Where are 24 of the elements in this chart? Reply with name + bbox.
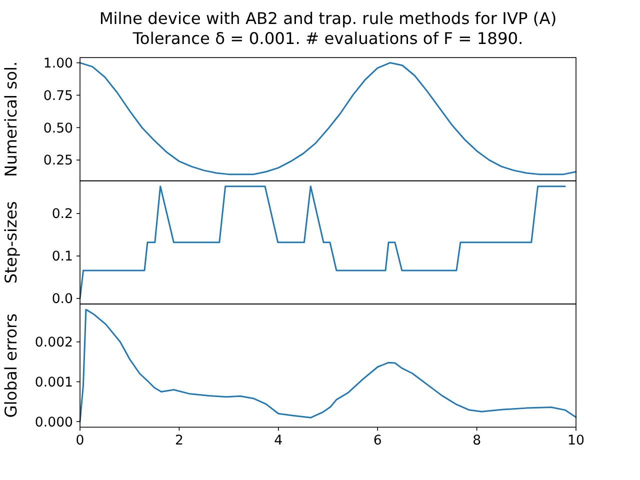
x-tick-label: 6 xyxy=(373,433,382,448)
x-tick-label: 0 xyxy=(76,433,84,448)
y-tick-label: 0.0 xyxy=(52,292,73,308)
y-tick-label: 0.50 xyxy=(43,121,73,136)
y-axis-title: Step-sizes xyxy=(2,201,20,284)
line-series xyxy=(79,62,577,176)
y-tick-label: 0.001 xyxy=(34,375,73,390)
x-tick-label: 2 xyxy=(174,433,184,448)
y-tick-label: 1.00 xyxy=(43,56,73,72)
x-tick-label: 8 xyxy=(472,433,482,448)
x-tick-label: 10 xyxy=(568,433,584,448)
y-axis-title: Numerical sol. xyxy=(2,61,20,178)
chart-title: Milne device with AB2 and trap. rule methods for IVP (A) xyxy=(99,9,557,28)
y-tick-label: 0.25 xyxy=(43,154,73,169)
y-tick-label: 0.75 xyxy=(43,88,73,104)
x-tick-label: 4 xyxy=(274,433,283,448)
y-axis-title: Global errors xyxy=(2,313,20,418)
y-tick-label: 0.1 xyxy=(52,250,73,265)
y-tick-label: 0.2 xyxy=(52,207,73,222)
line-series xyxy=(79,186,566,300)
y-tick-label: 0.000 xyxy=(34,415,73,430)
chart-subtitle: Tolerance δ = 0.001. # evaluations of F = 1890. xyxy=(132,28,524,48)
line-series xyxy=(79,308,577,422)
y-tick-label: 0.002 xyxy=(34,336,73,351)
